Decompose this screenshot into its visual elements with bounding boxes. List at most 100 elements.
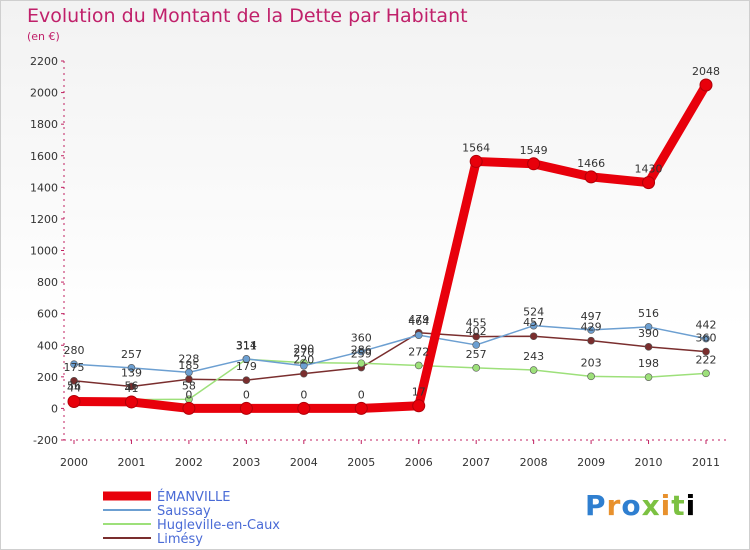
data-label: 286 <box>351 343 372 356</box>
x-tick-label: 2003 <box>232 456 260 469</box>
x-tick-label: 2009 <box>577 456 605 469</box>
data-label: 402 <box>466 325 487 338</box>
data-label: 0 <box>300 388 307 401</box>
data-point <box>414 361 423 370</box>
data-label: 1466 <box>577 157 605 170</box>
y-tick-label: 0 <box>51 402 58 415</box>
data-point <box>127 382 136 391</box>
data-label: 185 <box>178 359 199 372</box>
x-tick-label: 2000 <box>60 456 88 469</box>
y-tick-label: 1600 <box>30 150 58 163</box>
data-point <box>127 364 136 372</box>
y-tick-label: 200 <box>37 371 58 384</box>
data-label: 228 <box>178 352 199 365</box>
data-label: 1564 <box>462 141 490 154</box>
data-point <box>644 323 653 331</box>
x-tick-label: 2006 <box>405 456 433 469</box>
series-line <box>69 80 711 413</box>
data-point <box>702 369 710 378</box>
data-point <box>412 399 426 413</box>
data-label: 1430 <box>635 163 663 176</box>
data-label: 497 <box>581 310 602 323</box>
x-tick-label: 2008 <box>520 456 548 469</box>
y-tick-label: 2200 <box>30 55 58 68</box>
series--manville <box>67 78 713 415</box>
legend-label: Limésy <box>157 532 203 547</box>
y-tick-label: 800 <box>37 276 58 289</box>
data-label: 259 <box>351 348 372 361</box>
series-line <box>73 332 707 388</box>
data-point <box>642 176 656 190</box>
data-label: 56 <box>67 380 81 393</box>
series-line <box>73 358 707 401</box>
data-point <box>414 331 423 339</box>
series-lim-sy <box>70 328 710 391</box>
y-tick-label: 1800 <box>30 118 58 131</box>
data-point <box>469 154 483 168</box>
data-point <box>300 361 308 370</box>
data-label: 272 <box>408 345 429 358</box>
data-point <box>357 347 366 356</box>
y-tick-label: -200 <box>33 434 58 447</box>
data-label: 290 <box>293 343 314 356</box>
data-point <box>239 401 253 415</box>
data-labels: 175 139 185 179 220 259 479 455 457 429 390 360 56 56… <box>64 65 721 401</box>
data-label: 243 <box>523 350 544 363</box>
legend-label: Saussay <box>157 504 211 519</box>
data-label: 479 <box>408 313 429 326</box>
data-point <box>124 395 138 409</box>
series-lines: 175 139 185 179 220 259 479 455 457 429 390 360 56 56… <box>64 65 721 415</box>
x-tick-label: 2005 <box>347 456 375 469</box>
data-label: 2048 <box>692 65 720 78</box>
legend-label: Hugleville-en-Caux <box>157 518 280 533</box>
data-point <box>185 368 193 377</box>
data-point <box>70 376 78 385</box>
data-point <box>354 401 368 415</box>
y-tick-label: 2000 <box>30 87 58 100</box>
data-point <box>587 336 595 345</box>
x-tick-label: 2001 <box>117 456 145 469</box>
data-point <box>182 401 196 415</box>
data-label: 360 <box>351 332 372 345</box>
data-label: 516 <box>638 307 659 320</box>
data-point <box>644 343 653 351</box>
data-label: 0 <box>185 388 192 401</box>
series-saussay <box>70 321 710 377</box>
data-label: 429 <box>581 321 602 334</box>
y-tick-label: 600 <box>37 308 58 321</box>
y-tick-label: 1000 <box>30 245 58 258</box>
data-label: 257 <box>121 348 142 361</box>
data-label: 311 <box>236 339 257 352</box>
data-label: 0 <box>358 388 365 401</box>
y-tick-label: 1200 <box>30 213 58 226</box>
data-label: 442 <box>696 319 717 332</box>
data-label: 390 <box>638 327 659 340</box>
data-label: 455 <box>466 317 487 330</box>
data-point <box>472 341 480 349</box>
data-point <box>297 401 311 415</box>
data-label: 179 <box>236 360 257 373</box>
data-point <box>527 157 541 171</box>
data-label: 17 <box>412 386 426 399</box>
data-label: 0 <box>243 388 250 401</box>
data-label: 44 <box>67 381 81 394</box>
data-label: 220 <box>293 354 314 367</box>
chart-title: Evolution du Montant de la Dette par Hab… <box>27 5 468 27</box>
x-tick-label: 2010 <box>635 456 663 469</box>
data-point <box>702 334 710 343</box>
data-point <box>587 326 595 334</box>
data-label: 464 <box>408 315 429 328</box>
data-label: 56 <box>124 380 138 393</box>
axes: -200020040060080010001200140016001800200… <box>30 55 726 469</box>
data-point <box>67 394 81 408</box>
data-point <box>584 170 598 184</box>
data-label: 457 <box>523 316 544 329</box>
data-point <box>529 366 538 374</box>
data-label: 222 <box>696 353 717 366</box>
x-tick-label: 2011 <box>692 456 720 469</box>
data-label: 58 <box>182 379 196 392</box>
data-label: 1549 <box>520 144 548 157</box>
series-line <box>73 324 707 374</box>
